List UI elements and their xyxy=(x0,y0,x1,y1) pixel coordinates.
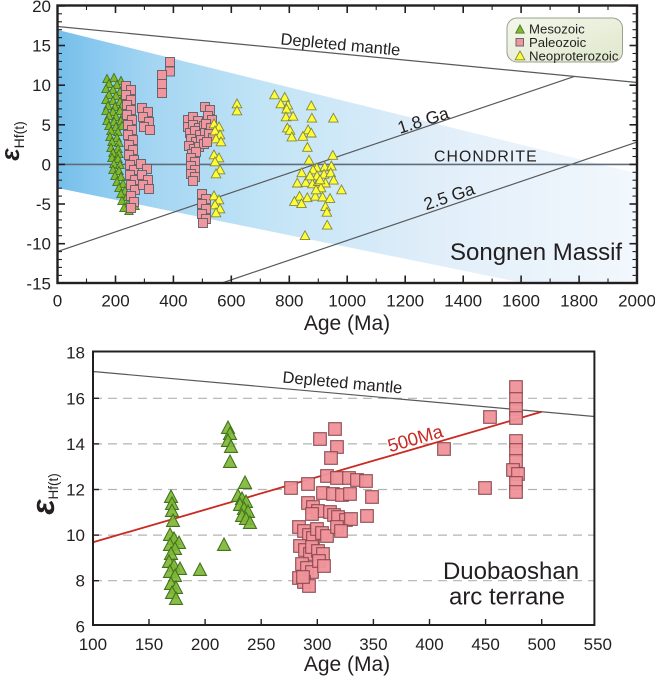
svg-text:Age (Ma): Age (Ma) xyxy=(304,653,390,676)
svg-text:1200: 1200 xyxy=(386,292,424,311)
svg-text:Paleozoic: Paleozoic xyxy=(529,35,587,50)
svg-text:200: 200 xyxy=(191,635,219,654)
svg-text:0: 0 xyxy=(53,292,62,311)
svg-text:Depleted mantle: Depleted mantle xyxy=(280,30,401,59)
svg-text:1600: 1600 xyxy=(502,292,540,311)
svg-text:20: 20 xyxy=(32,0,51,16)
svg-text:-10: -10 xyxy=(26,235,51,254)
svg-text:500Ma: 500Ma xyxy=(385,420,446,456)
svg-text:800: 800 xyxy=(275,292,303,311)
svg-text:600: 600 xyxy=(217,292,245,311)
svg-text:12: 12 xyxy=(66,481,85,500)
svg-text:350: 350 xyxy=(359,635,387,654)
svg-text:550: 550 xyxy=(584,635,612,654)
svg-text:εHf(t): εHf(t) xyxy=(25,473,61,515)
svg-text:100: 100 xyxy=(79,635,107,654)
svg-text:0: 0 xyxy=(42,155,51,174)
svg-text:200: 200 xyxy=(101,292,129,311)
svg-text:εHf(t): εHf(t) xyxy=(0,121,27,161)
svg-text:18: 18 xyxy=(66,344,85,363)
svg-text:14: 14 xyxy=(66,435,85,454)
svg-text:Neoproterozoic: Neoproterozoic xyxy=(529,49,619,64)
svg-text:2000: 2000 xyxy=(618,292,655,311)
svg-text:15: 15 xyxy=(32,37,51,56)
svg-text:6: 6 xyxy=(76,617,85,636)
svg-text:Duobaoshan: Duobaoshan xyxy=(443,558,579,585)
svg-text:500: 500 xyxy=(528,635,556,654)
svg-text:1000: 1000 xyxy=(328,292,366,311)
svg-text:150: 150 xyxy=(135,635,163,654)
svg-text:Mesozoic: Mesozoic xyxy=(529,22,585,37)
svg-text:CHONDRITE: CHONDRITE xyxy=(434,149,538,166)
svg-text:-5: -5 xyxy=(36,195,51,214)
svg-text:400: 400 xyxy=(159,292,187,311)
svg-text:5: 5 xyxy=(42,116,51,135)
svg-text:1800: 1800 xyxy=(560,292,598,311)
svg-text:Songnen Massif: Songnen Massif xyxy=(450,239,622,266)
svg-text:1400: 1400 xyxy=(444,292,482,311)
svg-text:arc terrane: arc terrane xyxy=(449,584,565,611)
svg-text:300: 300 xyxy=(303,635,331,654)
svg-text:-15: -15 xyxy=(26,274,51,293)
svg-text:8: 8 xyxy=(76,572,85,591)
svg-text:Depleted mantle: Depleted mantle xyxy=(282,369,403,398)
svg-text:10: 10 xyxy=(66,526,85,545)
svg-text:16: 16 xyxy=(66,389,85,408)
svg-text:10: 10 xyxy=(32,76,51,95)
svg-text:400: 400 xyxy=(415,635,443,654)
svg-text:250: 250 xyxy=(247,635,275,654)
svg-text:450: 450 xyxy=(471,635,499,654)
svg-text:Age (Ma): Age (Ma) xyxy=(304,312,390,335)
